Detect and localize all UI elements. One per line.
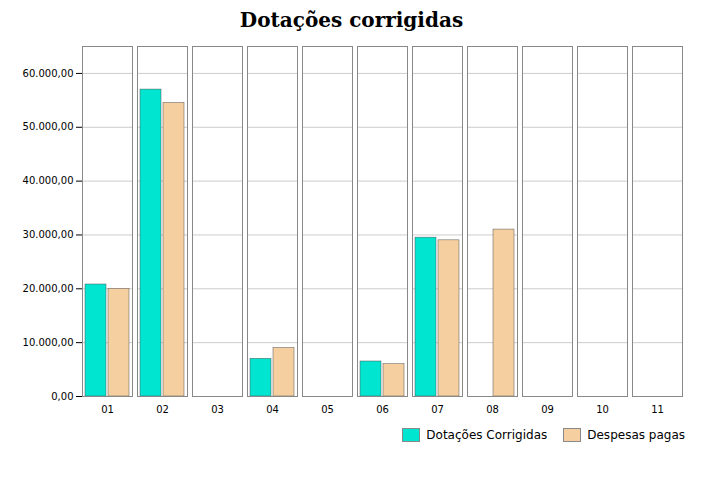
svg-text:06: 06 — [376, 404, 389, 415]
svg-text:50.000,00: 50.000,00 — [23, 121, 74, 132]
svg-text:30.000,00: 30.000,00 — [23, 229, 74, 240]
svg-text:04: 04 — [266, 404, 279, 415]
svg-text:10.000,00: 10.000,00 — [23, 337, 74, 348]
svg-text:08: 08 — [486, 404, 499, 415]
svg-text:60.000,00: 60.000,00 — [23, 68, 74, 79]
svg-text:03: 03 — [211, 404, 224, 415]
svg-text:11: 11 — [651, 404, 664, 415]
svg-text:09: 09 — [541, 404, 554, 415]
svg-text:07: 07 — [431, 404, 444, 415]
svg-text:02: 02 — [156, 404, 169, 415]
html-text:Dotações corrigidas: Dotações corrigidas — [239, 8, 464, 32]
svg-text:20.000,00: 20.000,00 — [23, 283, 74, 294]
svg-text:0,00: 0,00 — [51, 391, 73, 402]
svg-text:10: 10 — [596, 404, 609, 415]
svg-text:40.000,00: 40.000,00 — [23, 175, 74, 186]
svg-text:05: 05 — [321, 404, 334, 415]
html-text:Dotações Corrigidas: Dotações Corrigidas — [426, 428, 548, 442]
html-text:Despesas pagas: Despesas pagas — [587, 428, 685, 442]
svg-text:01: 01 — [101, 404, 114, 415]
